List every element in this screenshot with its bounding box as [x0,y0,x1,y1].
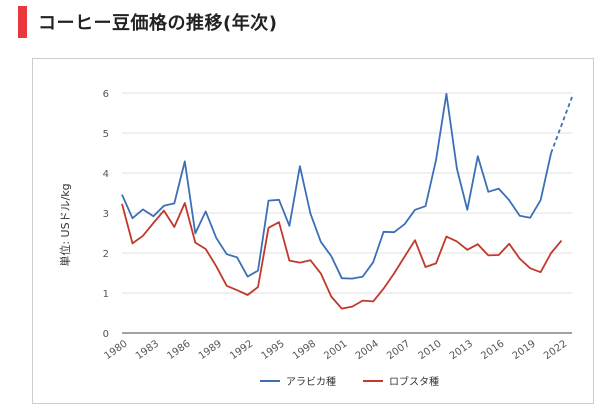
x-tick-label: 2013 [448,338,475,362]
x-tick-label: 1983 [134,338,161,362]
x-tick-label: 2022 [542,338,569,362]
page-header: コーヒー豆価格の推移(年次) [0,0,600,44]
y-tick-label: 5 [103,129,109,140]
x-tick-label: 2001 [322,338,349,362]
header-accent-bar [18,6,27,38]
y-tick-label: 4 [103,169,109,180]
x-tick-label: 2004 [354,338,381,362]
page-title: コーヒー豆価格の推移(年次) [38,13,278,34]
x-tick-label: 1992 [228,338,255,362]
series-forecast-line-1 [550,96,573,154]
series-line-2 [121,202,563,310]
x-tick-label: 1986 [165,338,192,362]
x-tick-label: 2010 [417,338,444,362]
y-axis-label: 単位: USドル/kg [58,183,72,266]
x-tick-label: 1998 [291,338,318,362]
series-line-1 [121,92,552,280]
x-tick-label: 2016 [479,338,506,362]
y-tick-label: 6 [103,89,109,100]
x-tick-label: 2019 [511,338,538,362]
grid-lines [122,92,572,334]
y-tick-label: 1 [103,289,109,300]
y-tick-label: 0 [103,329,109,340]
x-tick-label: 1980 [103,338,130,362]
x-tick-label: 1989 [197,338,224,362]
legend-label: ロブスタ種 [389,375,439,388]
chart-card: 0 1 2 3 4 5 6 1980 1983 1986 1989 1992 1995 1998 2001 2… [32,58,594,404]
legend: アラビカ種 ロブスタ種 [260,375,439,388]
x-tick-label: 1995 [260,338,287,362]
y-tick-label: 3 [103,209,109,220]
x-tick-label: 2007 [385,338,412,362]
y-tick-label: 2 [103,249,109,260]
legend-label: アラビカ種 [286,375,336,388]
series-lines [121,92,573,310]
